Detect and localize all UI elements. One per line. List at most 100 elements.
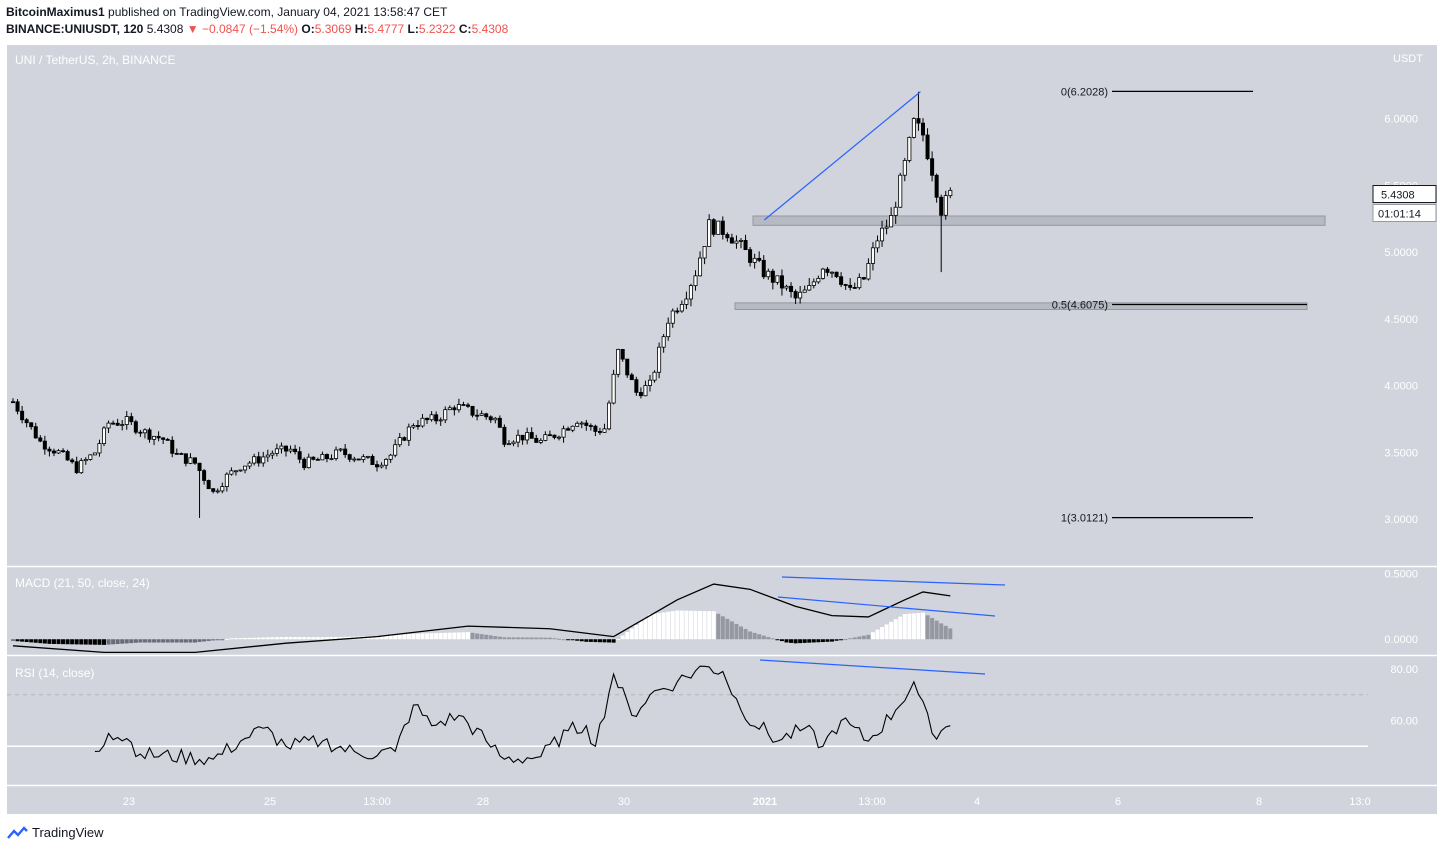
macd-histogram-bar	[384, 635, 389, 640]
macd-histogram-bar	[893, 619, 898, 640]
candle	[634, 379, 639, 393]
macd-histogram-bar	[47, 639, 52, 644]
candle	[538, 439, 543, 443]
tradingview-logo[interactable]: TradingView	[6, 825, 104, 840]
macd-histogram-bar	[529, 637, 534, 640]
candle	[488, 416, 493, 421]
macd-histogram-bar	[525, 637, 530, 640]
candle	[97, 443, 102, 454]
author-name[interactable]: BitcoinMaximus1	[6, 5, 105, 19]
candle	[875, 240, 880, 249]
candle	[429, 414, 434, 421]
candle	[893, 206, 898, 216]
macd-histogram-bar	[834, 639, 839, 641]
macd-tick-label: 0.5000	[1384, 569, 1418, 581]
macd-histogram-bar	[11, 639, 15, 641]
candle	[807, 285, 812, 291]
candle	[347, 454, 352, 460]
macd-histogram-bar	[757, 634, 762, 640]
candle	[115, 422, 120, 426]
candle	[384, 458, 389, 466]
macd-histogram-bar	[561, 639, 566, 641]
macd-histogram-bar	[698, 610, 703, 640]
candle	[438, 419, 443, 422]
candle	[880, 227, 885, 242]
macd-histogram-bar	[534, 637, 539, 640]
macd-histogram-bar	[315, 637, 320, 640]
candle	[720, 220, 725, 235]
candle	[324, 454, 329, 459]
candle	[265, 454, 270, 458]
candle	[848, 284, 853, 288]
candle	[925, 134, 930, 160]
macd-histogram-bar	[798, 639, 803, 644]
time-tick-label: 13:00	[363, 796, 391, 808]
candle	[525, 432, 530, 441]
divergence-line-price	[763, 91, 921, 221]
macd-histogram-bar	[393, 634, 398, 640]
macd-histogram-bar	[688, 610, 693, 640]
last-price-tag-label: 5.4308	[1381, 190, 1415, 202]
candle	[447, 407, 452, 411]
candle	[47, 448, 52, 452]
macd-title: MACD (21, 50, close, 24)	[15, 576, 150, 590]
candle	[679, 304, 684, 312]
macd-histogram-bar	[638, 621, 643, 640]
macd-histogram-bar	[939, 623, 944, 640]
price-axis	[1368, 45, 1437, 786]
macd-histogram-bar	[443, 632, 448, 640]
candle	[329, 458, 334, 460]
candle	[165, 439, 170, 441]
candle	[816, 278, 821, 283]
macd-histogram-bar	[156, 639, 161, 643]
macd-histogram-bar	[402, 634, 407, 640]
candle	[902, 160, 907, 176]
candle	[102, 427, 107, 444]
macd-histogram-bar	[434, 633, 439, 640]
candle	[470, 405, 475, 416]
candle	[334, 449, 339, 459]
macd-histogram-bar	[779, 639, 784, 642]
macd-histogram-bar	[211, 639, 216, 641]
macd-histogram-bar	[51, 639, 56, 644]
low-label: L:	[407, 22, 419, 36]
macd-histogram-bar	[775, 639, 780, 641]
candle	[24, 419, 29, 424]
candle	[775, 275, 780, 283]
candle	[843, 284, 848, 286]
candle	[338, 448, 343, 451]
candle	[397, 437, 402, 446]
candle	[561, 428, 566, 438]
candle	[684, 298, 689, 305]
macd-histogram-bar	[97, 639, 102, 645]
macd-histogram-bar	[293, 636, 298, 640]
candle	[188, 457, 193, 464]
candle	[283, 445, 288, 452]
candle	[570, 425, 575, 431]
macd-histogram-bar	[898, 616, 903, 640]
candle	[479, 413, 484, 416]
divergence-line-macd	[781, 576, 1006, 586]
macd-histogram-bar	[179, 639, 184, 643]
candle	[520, 434, 525, 441]
macd-histogram-bar	[470, 632, 475, 640]
macd-histogram-bar	[297, 637, 302, 640]
macd-histogram-bar	[693, 610, 698, 640]
macd-histogram-bar	[629, 628, 634, 640]
high-label: H:	[354, 22, 368, 36]
macd-histogram-bar	[388, 635, 393, 640]
candle	[192, 457, 197, 464]
macd-histogram-bar	[397, 634, 402, 640]
macd-histogram-bar	[725, 618, 730, 640]
macd-histogram-bar	[493, 636, 498, 640]
candle	[279, 445, 284, 450]
candle	[124, 416, 129, 425]
macd-histogram-bar	[616, 639, 621, 641]
rsi-tick-label: 80.00	[1390, 664, 1418, 676]
candle	[839, 276, 844, 285]
candle	[320, 454, 325, 461]
macd-histogram-bar	[133, 639, 138, 643]
candle	[38, 437, 43, 442]
macd-histogram-bar	[311, 637, 316, 640]
